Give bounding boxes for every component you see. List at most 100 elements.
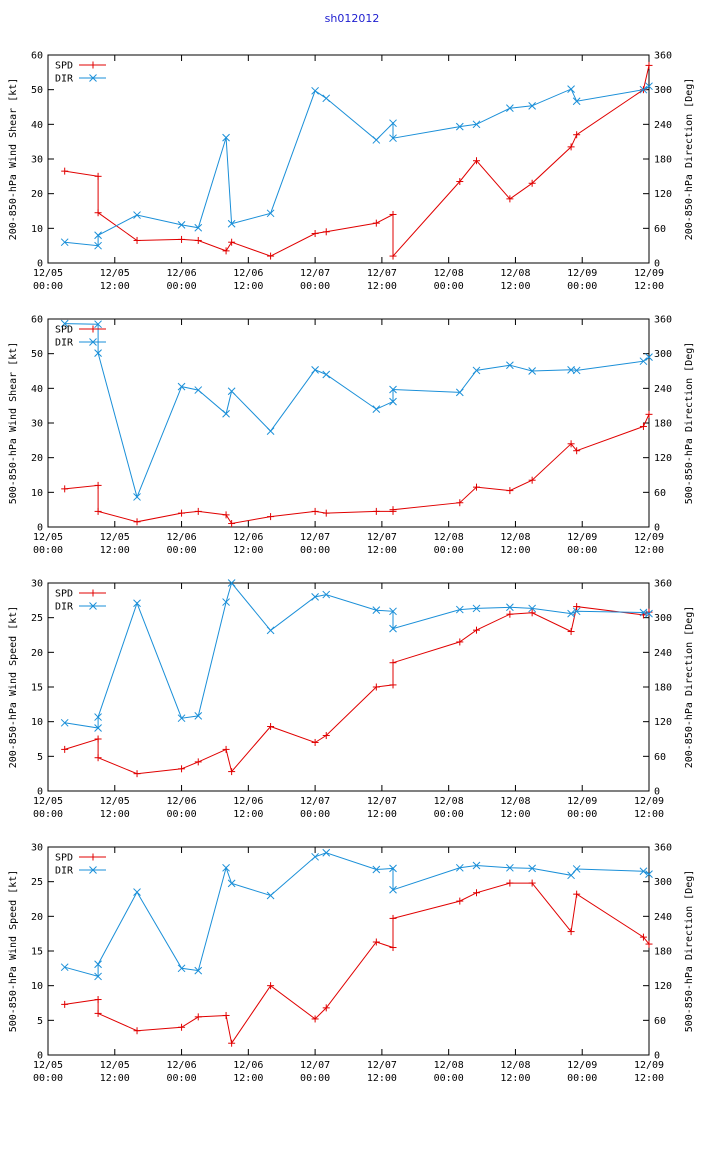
- x-tick-label-time: 12:00: [367, 281, 397, 292]
- x-tick-label-date: 12/07: [300, 796, 330, 807]
- y2-tick-label: 360: [654, 51, 672, 62]
- dir-point: [506, 361, 514, 370]
- x-tick-label-time: 00:00: [167, 809, 197, 820]
- spd-point: [372, 219, 380, 227]
- spd-point: [133, 1027, 141, 1035]
- x-tick-label-time: 12:00: [634, 1073, 664, 1084]
- x-tick-label-time: 12:00: [100, 809, 130, 820]
- dir-point: [572, 366, 581, 375]
- dir-point: [311, 86, 319, 95]
- spd-point: [194, 758, 202, 766]
- spd-point: [94, 1009, 102, 1017]
- spd-point: [567, 628, 575, 636]
- spd-point: [472, 889, 480, 897]
- spd-point: [228, 768, 236, 776]
- spd-point: [94, 172, 102, 180]
- spd-point: [506, 879, 514, 887]
- y2-tick-label: 180: [654, 947, 672, 958]
- dir-point: [60, 319, 69, 328]
- y2-tick-label: 300: [654, 877, 672, 888]
- spd-point: [178, 1023, 186, 1031]
- dir-point: [194, 223, 203, 232]
- spd-point: [645, 940, 653, 948]
- y2-tick-label: 0: [654, 523, 660, 534]
- y2-tick-label: 240: [654, 912, 672, 923]
- x-tick-label-date: 12/05: [33, 532, 63, 543]
- dir-point: [567, 85, 575, 93]
- dir-point: [94, 724, 102, 732]
- dir-point: [389, 385, 397, 394]
- y2-axis-label: 200-850-hPa Direction [Deg]: [684, 606, 695, 769]
- spd-point: [456, 178, 464, 186]
- spd-point: [61, 1000, 69, 1008]
- dir-point: [372, 606, 381, 615]
- legend-label-dir: DIR: [55, 866, 74, 877]
- dir-point: [94, 231, 102, 240]
- y-axis-label: 200-850-hPa Wind Shear [kt]: [8, 78, 19, 241]
- dir-point: [133, 493, 141, 501]
- x-tick-label-time: 00:00: [434, 1073, 464, 1084]
- spd-point: [639, 933, 647, 941]
- y-tick-label: 0: [37, 259, 43, 270]
- spd-point: [573, 890, 581, 898]
- x-tick-label-time: 12:00: [367, 809, 397, 820]
- dir-point: [311, 852, 319, 861]
- dir-point: [639, 357, 648, 366]
- dir-point: [567, 609, 575, 618]
- dir-point: [194, 386, 203, 394]
- y-tick-label: 20: [31, 453, 43, 464]
- spd-point: [645, 61, 653, 69]
- spd-point: [389, 659, 397, 667]
- legend-marker-spd: [89, 589, 97, 597]
- legend-marker-spd: [89, 853, 97, 861]
- legend-label-spd: SPD: [55, 61, 73, 72]
- spd-point: [389, 681, 397, 689]
- y2-tick-label: 240: [654, 648, 672, 659]
- spd-point: [645, 410, 653, 418]
- y-tick-label: 50: [31, 349, 43, 360]
- dir-point: [528, 864, 536, 873]
- dir-point: [389, 397, 397, 406]
- dir-point: [528, 604, 536, 613]
- x-tick-label-date: 12/08: [500, 1060, 530, 1071]
- spd-point: [222, 745, 230, 753]
- dir-point: [528, 101, 536, 110]
- y2-tick-label: 360: [654, 315, 672, 326]
- spd-point: [389, 252, 397, 260]
- dir-point: [177, 714, 186, 723]
- dir-point: [322, 94, 331, 103]
- x-tick-label-date: 12/05: [100, 532, 130, 543]
- dir-point: [60, 963, 69, 972]
- spd-point: [573, 447, 581, 455]
- x-tick-label-date: 12/05: [100, 268, 130, 279]
- x-tick-label-time: 00:00: [33, 281, 63, 292]
- y2-tick-label: 360: [654, 843, 672, 854]
- x-tick-label-date: 12/06: [167, 796, 197, 807]
- x-tick-label-time: 12:00: [500, 545, 530, 556]
- spd-point: [94, 754, 102, 762]
- dir-point: [133, 888, 141, 896]
- legend-marker-dir: [89, 866, 97, 874]
- y2-tick-label: 120: [654, 189, 672, 200]
- dir-point: [506, 104, 514, 113]
- spd-point: [506, 195, 514, 203]
- spd-point: [389, 210, 397, 218]
- spd-point: [267, 252, 275, 260]
- x-tick-label-date: 12/07: [367, 532, 397, 543]
- y2-tick-label: 180: [654, 155, 672, 166]
- x-tick-label-date: 12/08: [434, 532, 464, 543]
- dir-point: [389, 624, 397, 633]
- y-tick-label: 20: [31, 189, 43, 200]
- x-tick-label-date: 12/06: [167, 532, 197, 543]
- x-tick-label-time: 12:00: [233, 809, 263, 820]
- y-tick-label: 0: [37, 523, 43, 534]
- x-tick-label-time: 00:00: [167, 281, 197, 292]
- x-tick-label-time: 00:00: [434, 281, 464, 292]
- x-tick-label-date: 12/06: [167, 1060, 197, 1071]
- legend-label-spd: SPD: [55, 853, 73, 864]
- x-tick-label-time: 12:00: [233, 281, 263, 292]
- dir-point: [389, 134, 397, 143]
- dir-point: [222, 133, 230, 142]
- x-tick-label-time: 00:00: [567, 809, 597, 820]
